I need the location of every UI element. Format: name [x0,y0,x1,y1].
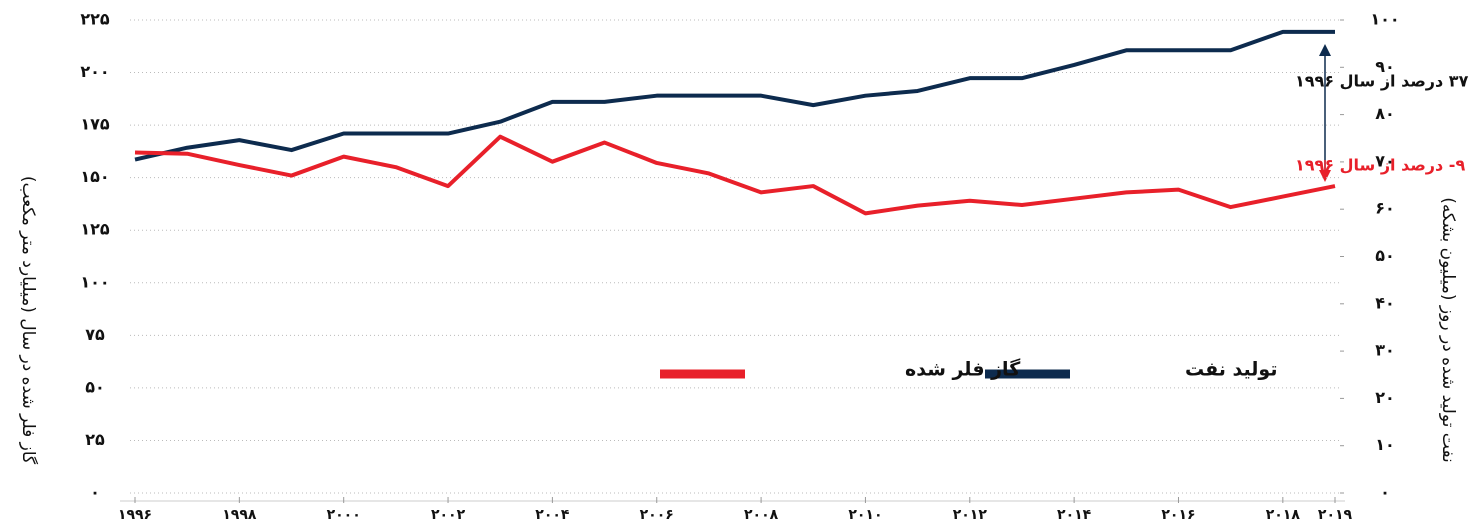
y-tick-label: ۱۷۵ [80,115,110,134]
y2-tick-label: ۵۰ [1375,246,1395,265]
series-line [134,29,1335,162]
x-tick-label: ۲۰۱۹ [1318,507,1353,523]
annotation: ۹- درصد از سال ۱۹۹۶ [1295,156,1465,175]
x-tick-label: ۱۹۹۶ [118,507,152,523]
y2-tick-label: ۶۰ [1375,199,1395,218]
x-tick-label: ۲۰۱۴ [1057,507,1092,523]
legend-label: گاز فلر شده [905,358,1021,381]
y2-axis-label: نفت تولید شده در روز (میلیون بشکه) [1438,197,1458,463]
x-tick-label: ۲۰۱۸ [1266,507,1301,523]
x-tick-label: ۲۰۱۰ [848,507,882,523]
x-tick-label: ۲۰۱۶ [1161,507,1195,523]
y2-tick-label: ۷۰ [1375,151,1395,170]
y-tick-label: ۷۵ [85,325,105,344]
y2-tick-label: ۲۰ [1375,388,1395,407]
y2-tick-label: ۹۰ [1375,57,1395,76]
y2-tick-label: ۰ [1380,483,1390,502]
y2-tick-label: ۱۰۰ [1370,10,1399,29]
legend-label: تولید نفت [1185,359,1277,381]
annotation: ۳۷ درصد از سال ۱۹۹۶ [1295,72,1469,91]
x-tick-label: ۲۰۰۰ [327,507,361,523]
y2-tick-label: ۸۰ [1375,104,1395,123]
series-line [134,134,1336,216]
y-tick-label: ۵۰ [85,377,105,396]
y-tick-label: ۲۲۵ [80,10,110,29]
y2-tick-label: ۳۰ [1375,341,1395,360]
x-tick-label: ۲۰۱۲ [953,507,988,523]
y2-tick-label: ۴۰ [1375,293,1395,312]
y-tick-label: ۱۰۰ [80,272,109,291]
y-tick-label: ۰ [90,483,100,502]
x-tick-label: ۲۰۰۴ [535,507,570,523]
y-tick-label: ۱۵۰ [80,167,109,186]
x-tick-label: ۲۰۰۸ [744,507,779,523]
x-tick-label: ۲۰۰۶ [640,507,674,523]
y-axis-label: گاز فلر شده در سال (میلیارد متر مکعب) [18,176,39,465]
x-tick-label: ۱۹۹۸ [222,507,257,523]
y-tick-label: ۱۲۵ [80,220,110,239]
x-tick-label: ۲۰۰۲ [431,507,466,523]
y-tick-label: ۲۰۰ [80,62,109,81]
y2-tick-label: ۱۰ [1375,435,1395,454]
y-tick-label: ۲۵ [85,430,105,449]
